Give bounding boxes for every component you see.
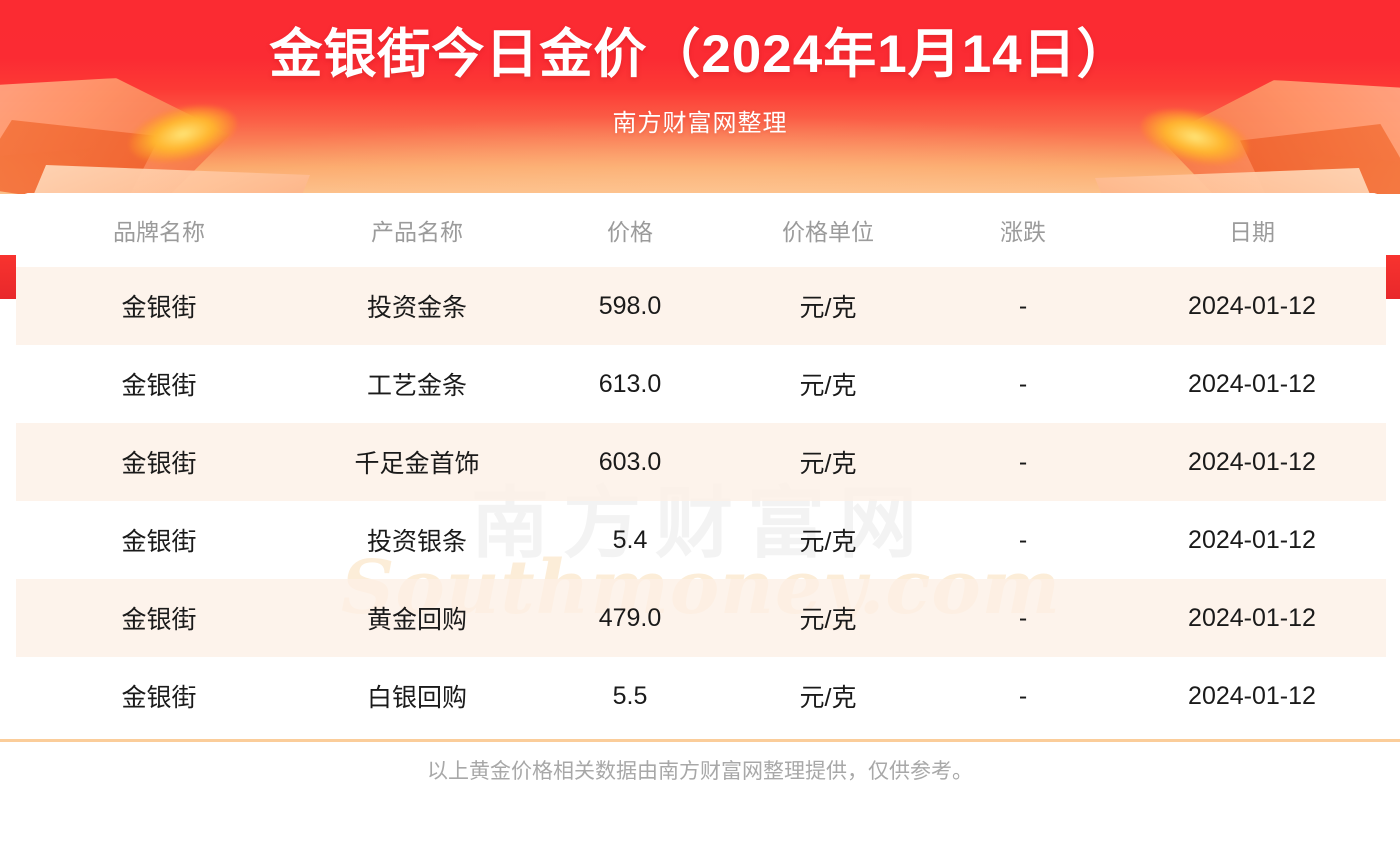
cell-unit: 元/克 [728,423,928,501]
cell-brand: 金银街 [16,579,302,657]
cell-date: 2024-01-12 [1118,579,1386,657]
table-body: 金银街 投资金条 598.0 元/克 - 2024-01-12 金银街 工艺金条… [16,267,1386,735]
price-table-card: 南方财富网 Southmoney.com 品牌名称 产品名称 价格 价格单位 涨… [16,193,1386,735]
cell-price: 598.0 [532,267,728,345]
cell-brand: 金银街 [16,423,302,501]
column-header-brand: 品牌名称 [16,193,302,267]
cell-unit: 元/克 [728,267,928,345]
footer-note: 以上黄金价格相关数据由南方财富网整理提供，仅供参考。 [427,760,973,783]
cell-product: 千足金首饰 [302,423,532,501]
cell-product: 投资银条 [366,528,467,556]
cell-date: 2024-01-12 [1188,525,1316,554]
cell-brand: 金银街 [16,267,302,345]
column-header-date: 日期 [1118,193,1386,267]
cell-change: - [1018,369,1028,398]
table-row: 金银街 千足金首饰 603.0 元/克 - 2024-01-12 [16,423,1386,501]
table-row: 金银街 工艺金条 613.0 元/克 - 2024-01-12 [16,345,1386,423]
cell-unit: 元/克 [799,528,857,556]
table-row: 金银街 白银回购 5.5 元/克 - 2024-01-12 [16,657,1386,735]
table-row: 金银街 投资银条 5.4 元/克 - 2024-01-12 [16,501,1386,579]
cell-change: - [928,579,1118,657]
footer-divider [0,739,1400,742]
column-header-product: 产品名称 [302,193,532,267]
cell-change: - [1018,525,1028,554]
page-subtitle: 南方财富网整理 [612,110,788,137]
cell-unit: 元/克 [799,372,857,400]
cell-price: 613.0 [598,369,662,398]
column-header-price: 价格 [532,193,728,267]
cell-unit: 元/克 [728,579,928,657]
gold-price-table: 品牌名称 产品名称 价格 价格单位 涨跌 日期 金银街 投资金条 598.0 元… [16,193,1386,735]
cell-brand: 金银街 [121,528,197,556]
cell-product: 白银回购 [366,684,467,712]
cell-date: 2024-01-12 [1188,369,1316,398]
cell-product: 黄金回购 [302,579,532,657]
table-row: 金银街 黄金回购 479.0 元/克 - 2024-01-12 [16,579,1386,657]
cell-date: 2024-01-12 [1188,681,1316,710]
cell-price: 603.0 [532,423,728,501]
cell-brand: 金银街 [121,372,197,400]
page-title: 金银街今日金价（2024年1月14日） [269,25,1131,84]
column-header-unit: 价格单位 [728,193,928,267]
cell-date: 2024-01-12 [1118,423,1386,501]
column-header-change: 涨跌 [928,193,1118,267]
cell-price: 479.0 [532,579,728,657]
cell-brand: 金银街 [121,684,197,712]
cell-change: - [1018,681,1028,710]
table-row: 金银街 投资金条 598.0 元/克 - 2024-01-12 [16,267,1386,345]
cell-unit: 元/克 [799,684,857,712]
cell-product: 投资金条 [302,267,532,345]
cell-product: 工艺金条 [366,372,467,400]
cell-price: 5.5 [612,681,648,710]
table-header: 品牌名称 产品名称 价格 价格单位 涨跌 日期 [16,193,1386,267]
cell-change: - [928,423,1118,501]
cell-date: 2024-01-12 [1118,267,1386,345]
cell-change: - [928,267,1118,345]
header-banner: 金银街今日金价（2024年1月14日） 南方财富网整理 [0,0,1400,194]
table-header-row: 品牌名称 产品名称 价格 价格单位 涨跌 日期 [16,193,1386,267]
cell-price: 5.4 [612,525,648,554]
